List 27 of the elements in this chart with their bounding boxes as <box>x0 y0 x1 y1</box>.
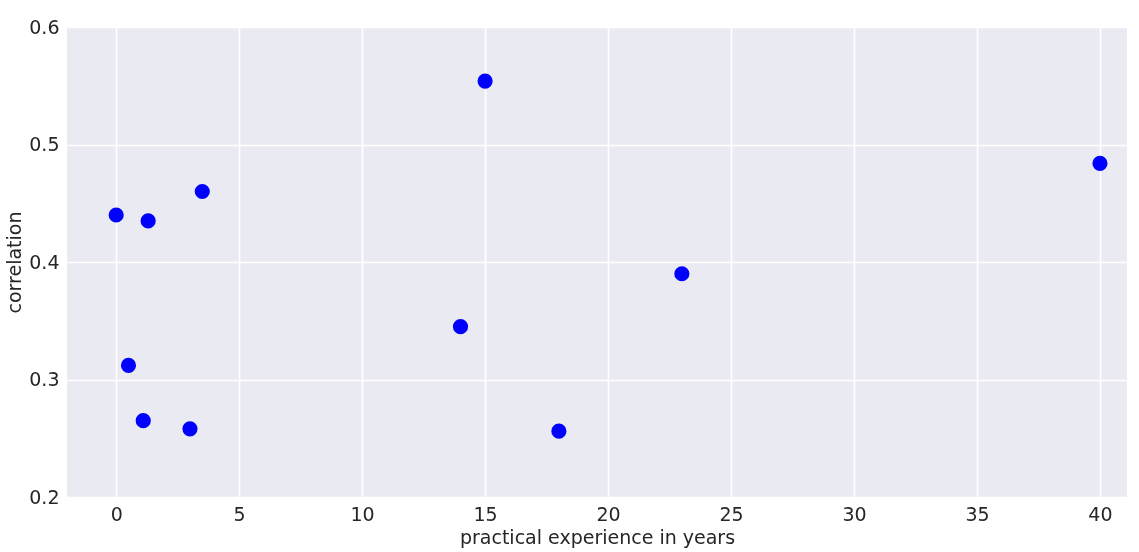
point <box>140 213 156 229</box>
x-tick-label: 15 <box>473 502 498 525</box>
point <box>477 73 493 89</box>
point <box>551 423 567 439</box>
point <box>674 266 690 282</box>
x-tick-label: 30 <box>842 502 867 525</box>
x-tick-label: 40 <box>1088 502 1113 525</box>
point <box>1092 155 1108 171</box>
point <box>182 421 198 437</box>
y-tick-label: 0.5 <box>29 133 60 155</box>
x-tick-label: 0 <box>110 502 123 525</box>
point <box>135 413 151 429</box>
point <box>108 207 124 223</box>
point <box>194 183 210 200</box>
x-tick-label: 10 <box>350 502 375 525</box>
y-tick-label: 0.2 <box>29 485 60 508</box>
x-axis-title: practical experience in years <box>459 525 736 548</box>
x-tick-label: 20 <box>596 502 621 525</box>
point <box>452 319 469 335</box>
y-tick-label: 0.3 <box>29 368 60 390</box>
y-tick-label: 0.6 <box>29 15 60 38</box>
y-axis-title: correlation <box>3 211 26 314</box>
x-tick-label: 35 <box>965 502 990 525</box>
x-tick-label: 5 <box>233 502 246 525</box>
point <box>120 357 137 373</box>
x-tick-label: 25 <box>719 502 744 525</box>
y-tick-label: 0.4 <box>29 250 60 273</box>
